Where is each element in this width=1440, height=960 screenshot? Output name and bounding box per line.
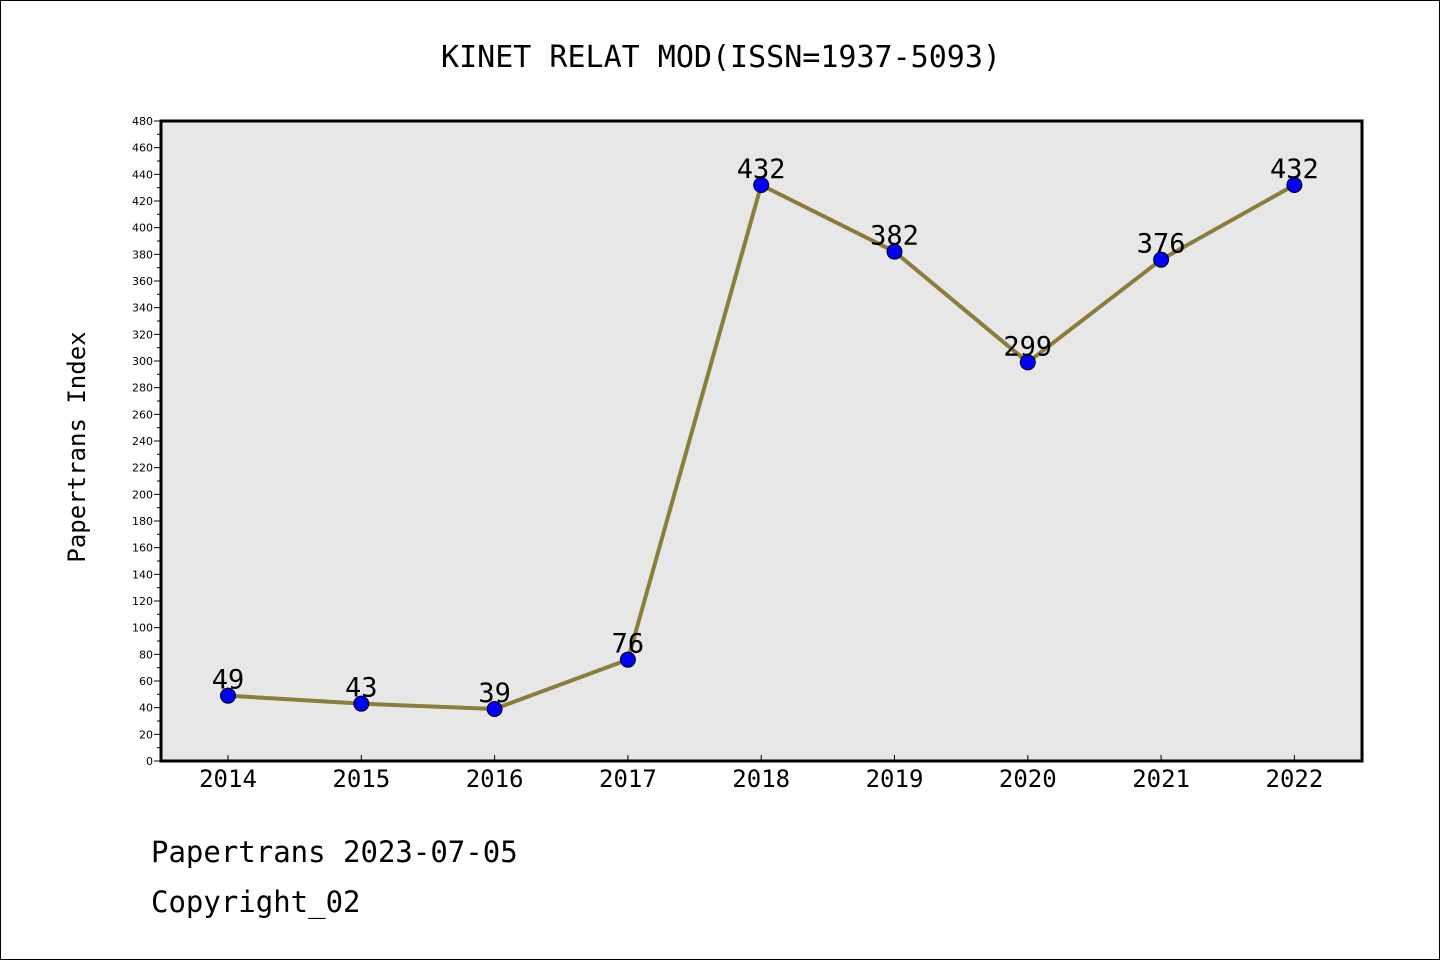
data-point-marker: [1153, 251, 1170, 268]
data-point-marker: [886, 243, 903, 260]
y-tick-label: 360: [132, 275, 153, 288]
y-axis-ticks: 0 20 40 60 80 100 120 140 160 180 200 220 240 260 280 3…: [132, 115, 161, 768]
data-point-marker: [1019, 354, 1036, 371]
y-tick-label: 40: [139, 702, 153, 715]
x-tick-label: 2022: [1266, 765, 1324, 793]
y-tick-label: 420: [132, 195, 153, 208]
y-tick-label: 440: [132, 168, 153, 181]
y-tick-label: 220: [132, 462, 153, 475]
y-tick-label: 160: [132, 542, 153, 555]
data-labels: 49 43 39 76 432 382 299 376 432: [212, 154, 1319, 709]
y-tick-label: 460: [132, 142, 153, 155]
y-tick-label: 80: [139, 648, 153, 661]
y-axis-label: Papertrans Index: [63, 331, 91, 562]
y-tick-label: 240: [132, 435, 153, 448]
data-point-marker: [1286, 177, 1303, 193]
x-tick-label: 2016: [466, 765, 524, 793]
data-point-marker: [220, 687, 236, 704]
data-point-label: 43: [345, 673, 378, 704]
y-tick-label: 0: [146, 755, 153, 768]
y-tick-label: 380: [132, 248, 153, 261]
plot-area: [159, 119, 1364, 763]
data-point-label: 432: [1270, 154, 1319, 185]
y-tick-label: 200: [132, 488, 153, 501]
data-point-marker: [753, 177, 770, 193]
data-point-label: 432: [737, 154, 786, 185]
data-point-label: 76: [612, 629, 645, 660]
y-tick-label: 180: [132, 515, 153, 528]
y-tick-label: 140: [132, 568, 153, 581]
x-tick-label: 2021: [1132, 765, 1190, 793]
x-tick-label: 2014: [199, 765, 257, 793]
x-tick-label: 2020: [999, 765, 1057, 793]
data-point-label: 49: [212, 665, 245, 696]
copyright-text: Copyright_02: [151, 885, 361, 919]
y-tick-label: 300: [132, 355, 153, 368]
data-point-marker: [486, 701, 503, 717]
y-tick-label: 280: [132, 382, 153, 395]
source-date-text: Papertrans 2023-07-05: [151, 835, 518, 869]
data-point-label: 382: [870, 221, 919, 252]
y-tick-label: 400: [132, 222, 153, 235]
x-axis-ticks: 2014 2015 2016 2017 2018 2019 2020 2021 2022: [199, 755, 1323, 793]
y-tick-label: 60: [139, 675, 153, 688]
data-point-label: 39: [478, 678, 511, 709]
data-point-marker: [619, 651, 636, 668]
y-tick-label: 20: [139, 728, 153, 741]
y-tick-label: 120: [132, 595, 153, 608]
data-point-label: 299: [1003, 331, 1052, 362]
x-tick-label: 2019: [866, 765, 924, 793]
y-tick-label: 100: [132, 622, 153, 635]
y-tick-label: 320: [132, 328, 153, 341]
data-point-label: 376: [1137, 229, 1186, 260]
data-markers: [220, 177, 1303, 717]
y-tick-label: 260: [132, 408, 153, 421]
x-tick-label: 2015: [332, 765, 390, 793]
x-tick-label: 2018: [732, 765, 790, 793]
y-tick-label: 340: [132, 302, 153, 315]
x-tick-label: 2017: [599, 765, 657, 793]
chart-title: KINET RELAT MOD(ISSN=1937-5093): [441, 40, 1001, 75]
data-point-marker: [353, 695, 370, 712]
y-tick-label: 480: [132, 115, 153, 128]
